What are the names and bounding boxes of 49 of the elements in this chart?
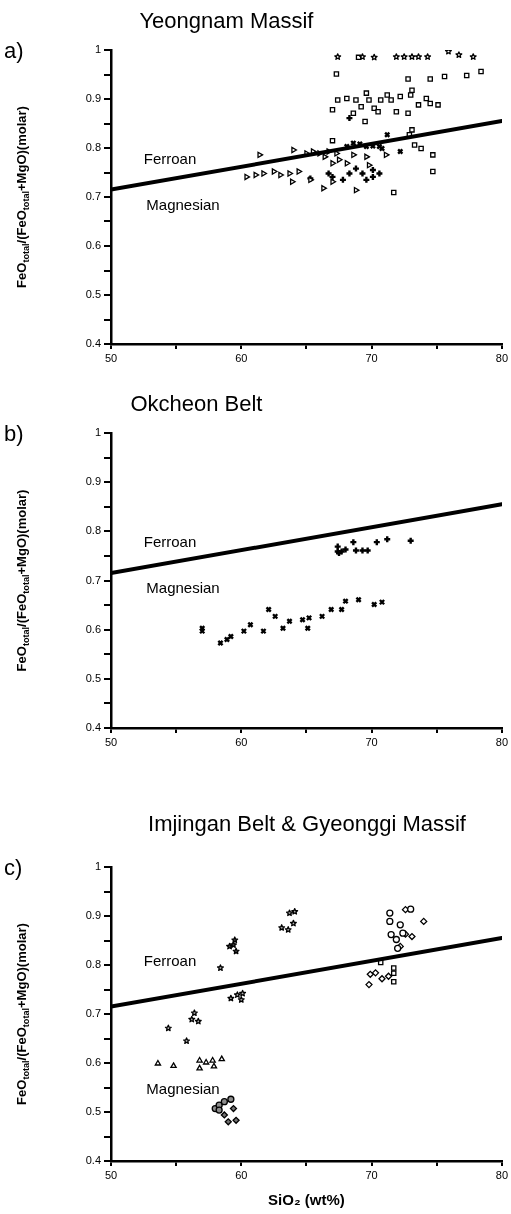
y-tick-label: 1 (94, 860, 101, 873)
text: a) (4, 38, 24, 63)
annotation: Magnesian (146, 196, 220, 214)
chart-title: Yeongnam Massif (139, 8, 315, 33)
annotation: Ferroan (143, 952, 197, 970)
x-tick-label: 70 (365, 735, 378, 748)
y-tick-label: 0.7 (85, 190, 101, 203)
text: b) (4, 421, 24, 446)
y-tick-label: 0.8 (85, 524, 101, 537)
annotation: Magnesian (146, 1080, 220, 1098)
y-tick-label: 0.6 (85, 1056, 101, 1069)
y-tick-label: 0.8 (85, 958, 101, 971)
x-tick-label: 70 (365, 351, 378, 364)
y-axis-title: FeOtotal/(FeOtotal+MgO)(molar) (14, 106, 32, 288)
x-tick-label: 80 (495, 735, 509, 748)
y-tick-label: 1 (94, 43, 101, 56)
y-axis-title: FeOtotal/(FeOtotal+MgO)(molar) (14, 489, 32, 672)
x-tick-label: 50 (104, 1168, 118, 1181)
y-tick-label: 0.9 (85, 92, 101, 105)
y-tick-label: 0.8 (85, 141, 101, 154)
x-tick-label: 70 (365, 1168, 378, 1181)
y-tick-label: 0.9 (85, 909, 101, 922)
x-tick-label: 60 (235, 1168, 248, 1181)
chart-title: Imjingan Belt & Gyeonggi Massif (148, 811, 467, 836)
annotation: Magnesian (146, 579, 220, 597)
x-tick-label: 60 (235, 735, 248, 748)
y-tick-label: 0.4 (85, 1154, 101, 1167)
x-tick-label: 80 (495, 351, 509, 364)
y-tick-label: 0.5 (85, 1105, 101, 1118)
annotation: Ferroan (143, 150, 197, 168)
y-tick-label: 0.5 (85, 288, 101, 301)
chart-title: Okcheon Belt (130, 391, 263, 416)
y-tick-label: 0.7 (85, 573, 101, 586)
y-tick-label: 0.5 (85, 671, 101, 684)
x-tick-label: 80 (495, 1168, 509, 1181)
x-tick-label: 50 (104, 735, 118, 748)
annotation: Ferroan (143, 533, 197, 551)
y-tick-label: 0.4 (85, 721, 101, 734)
y-tick-label: 0.4 (85, 337, 101, 350)
x-tick-label: 50 (104, 351, 118, 364)
y-tick-label: 0.7 (85, 1007, 101, 1020)
x-tick-label: 60 (235, 351, 248, 364)
text: c) (4, 855, 23, 880)
y-tick-label: 0.9 (85, 475, 101, 488)
y-tick-label: 1 (94, 426, 101, 439)
y-axis-title: FeOtotal/(FeOtotal+MgO)(molar) (14, 923, 32, 1105)
y-tick-label: 0.6 (85, 622, 101, 635)
y-tick-label: 0.6 (85, 239, 101, 252)
x-axis-title: SiO₂ (wt%) (268, 1191, 345, 1209)
